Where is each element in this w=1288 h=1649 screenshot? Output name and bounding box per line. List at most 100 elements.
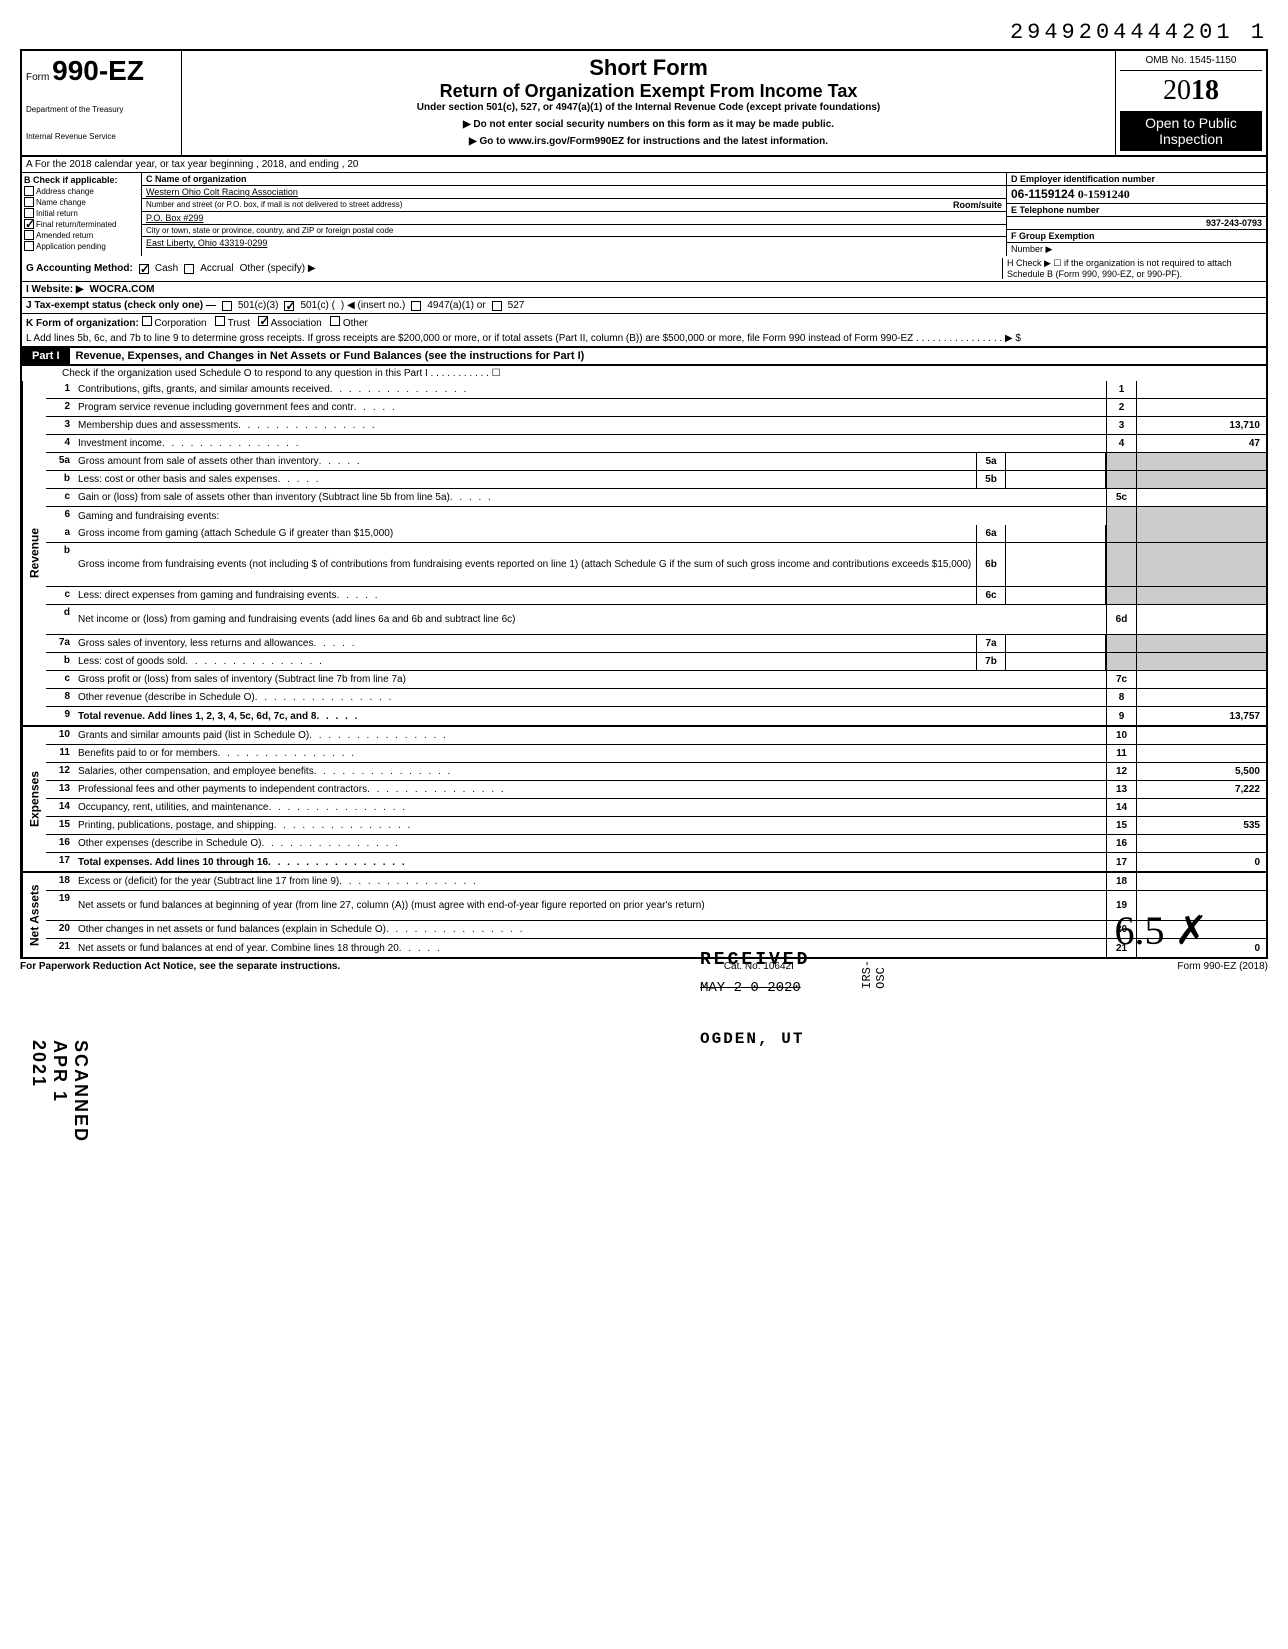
section-bc: B Check if applicable: Address change Na…	[20, 173, 1268, 256]
line-num: d	[46, 605, 74, 634]
line-box: 1	[1106, 381, 1136, 398]
line-desc: Net income or (loss) from gaming and fun…	[74, 605, 1106, 634]
cb-501c3[interactable]	[222, 301, 232, 311]
row-a-tax-year: A For the 2018 calendar year, or tax yea…	[20, 155, 1268, 173]
line-box: 6d	[1106, 605, 1136, 634]
j-4947: 4947(a)(1) or	[427, 300, 485, 311]
line-num: 18	[46, 873, 74, 890]
line-desc: Grants and similar amounts paid (list in…	[74, 727, 1106, 744]
line-desc: Total expenses. Add lines 10 through 16	[74, 853, 1106, 871]
mid-val	[1006, 635, 1106, 652]
cb-name-change[interactable]	[24, 197, 34, 207]
line-num: 10	[46, 727, 74, 744]
line-desc: Net assets or fund balances at beginning…	[74, 891, 1106, 920]
cb-527[interactable]	[492, 301, 502, 311]
line-num: 2	[46, 399, 74, 416]
received-stamp: RECEIVED	[700, 950, 810, 970]
cb-assoc[interactable]	[258, 316, 268, 326]
phone-value: 937-243-0793	[1007, 217, 1266, 230]
line-box: 9	[1106, 707, 1136, 725]
line-desc: Professional fees and other payments to …	[74, 781, 1106, 798]
cb-label: Final return/terminated	[36, 220, 116, 229]
cb-address-change[interactable]	[24, 186, 34, 196]
line-val	[1136, 671, 1266, 688]
mid-box: 6b	[976, 543, 1006, 586]
line-box: 17	[1106, 853, 1136, 871]
accrual-label: Accrual	[200, 263, 233, 274]
cb-amended-return[interactable]	[24, 230, 34, 240]
line-num: 7a	[46, 635, 74, 652]
cb-trust[interactable]	[215, 316, 225, 326]
col-c-org-info: C Name of organization Western Ohio Colt…	[142, 173, 1006, 256]
mid-val	[1006, 653, 1106, 670]
line-num: 3	[46, 417, 74, 434]
line-desc: Excess or (deficit) for the year (Subtra…	[74, 873, 1106, 890]
mid-val	[1006, 453, 1106, 470]
col-right: D Employer identification number 06-1159…	[1006, 173, 1266, 256]
row-k: K Form of organization: Corporation Trus…	[20, 314, 1268, 331]
line-box: 13	[1106, 781, 1136, 798]
form-header: Form 990-EZ Department of the Treasury I…	[20, 49, 1268, 155]
mid-box: 7a	[976, 635, 1006, 652]
i-label: I Website: ▶	[26, 284, 84, 295]
line-desc: Gross sales of inventory, less returns a…	[74, 635, 976, 652]
line-desc: Other expenses (describe in Schedule O)	[74, 835, 1106, 852]
j-501c: 501(c) (	[300, 300, 334, 311]
cb-final-return[interactable]	[24, 219, 34, 229]
cb-corp[interactable]	[142, 316, 152, 326]
mid-val	[1006, 525, 1106, 542]
k-assoc: Association	[271, 318, 322, 329]
line-desc: Gaming and fundraising events:	[74, 507, 1106, 525]
arrow-website: ▶ Go to www.irs.gov/Form990EZ for instru…	[190, 136, 1107, 147]
line-desc: Contributions, gifts, grants, and simila…	[74, 381, 1106, 398]
col-b-checkboxes: B Check if applicable: Address change Na…	[22, 173, 142, 256]
line-box: 16	[1106, 835, 1136, 852]
shaded-box	[1106, 635, 1136, 652]
shaded-box	[1106, 525, 1136, 542]
addr-label: Number and street (or P.O. box, if mail …	[146, 200, 402, 210]
line-num: 21	[46, 939, 74, 957]
shaded-box	[1106, 471, 1136, 488]
line-val	[1136, 399, 1266, 416]
cb-application-pending[interactable]	[24, 241, 34, 251]
k-other: Other	[343, 318, 368, 329]
k-trust: Trust	[228, 318, 250, 329]
stamp-date: MAY 2 0 2020	[700, 980, 801, 996]
shaded-box	[1106, 653, 1136, 670]
line-val	[1136, 727, 1266, 744]
line-val: 13,757	[1136, 707, 1266, 725]
line-desc: Less: cost or other basis and sales expe…	[74, 471, 976, 488]
shaded-val	[1136, 507, 1266, 525]
mid-val	[1006, 543, 1106, 586]
shaded-val	[1136, 587, 1266, 604]
line-desc: Investment income	[74, 435, 1106, 452]
city-label: City or town, state or province, country…	[146, 226, 393, 235]
mid-val	[1006, 587, 1106, 604]
line-val: 47	[1136, 435, 1266, 452]
line-val	[1136, 799, 1266, 816]
cb-label: Amended return	[36, 231, 93, 240]
line-box: 7c	[1106, 671, 1136, 688]
line-desc: Less: cost of goods sold	[74, 653, 976, 670]
cb-other[interactable]	[330, 316, 340, 326]
line-desc: Program service revenue including govern…	[74, 399, 1106, 416]
shaded-box	[1106, 543, 1136, 586]
line-desc: Gain or (loss) from sale of assets other…	[74, 489, 1106, 506]
cb-label: Initial return	[36, 209, 78, 218]
shaded-val	[1136, 453, 1266, 470]
cb-4947[interactable]	[411, 301, 421, 311]
netassets-section: Net Assets 18Excess or (deficit) for the…	[20, 873, 1268, 959]
room-label: Room/suite	[953, 200, 1002, 210]
row-g: G Accounting Method: Cash Accrual Other …	[20, 256, 1268, 282]
cb-501c[interactable]	[284, 301, 294, 311]
line-box: 11	[1106, 745, 1136, 762]
line-val: 7,222	[1136, 781, 1266, 798]
stamp-irs: IRS-OSC	[860, 960, 888, 989]
line-val: 13,710	[1136, 417, 1266, 434]
org-city: East Liberty, Ohio 43319-0299	[146, 238, 267, 248]
cb-cash[interactable]	[139, 264, 149, 274]
form-label: Form	[26, 72, 49, 83]
cb-accrual[interactable]	[184, 264, 194, 274]
line-num: 14	[46, 799, 74, 816]
shaded-box	[1106, 507, 1136, 525]
